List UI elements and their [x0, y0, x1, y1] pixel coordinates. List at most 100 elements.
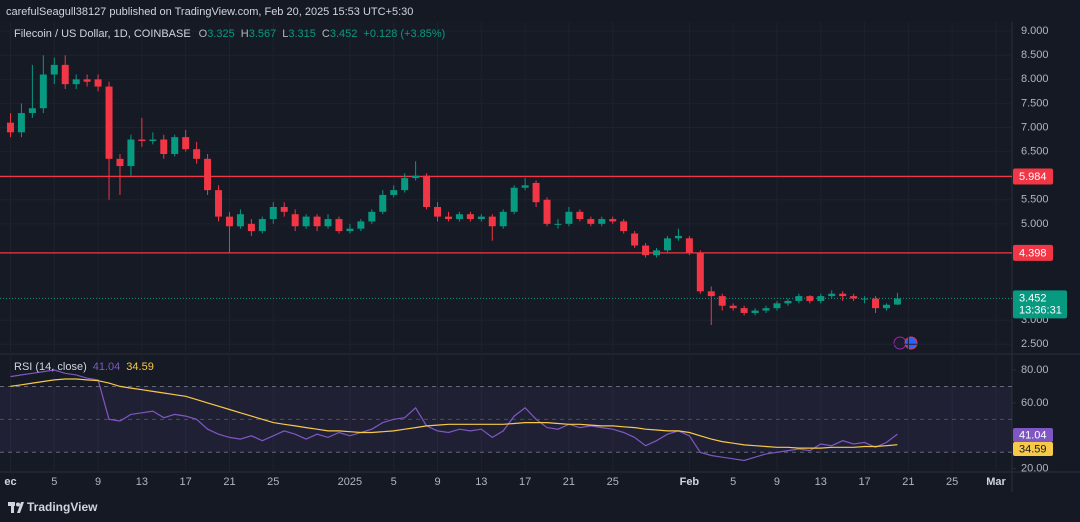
x-tick-label: 9 [434, 476, 440, 488]
rsi-legend-value: 41.04 [93, 361, 121, 373]
x-tick-label: 17 [858, 476, 870, 488]
candle-body [806, 296, 814, 301]
rsi-value-label: 34.59 [1019, 443, 1047, 455]
countdown-label: 13:36:31 [1019, 304, 1062, 316]
candle-body [225, 216, 233, 227]
x-tick-label: 25 [267, 476, 279, 488]
rsi-line [10, 378, 898, 449]
x-tick-label: 9 [95, 476, 101, 488]
candle-body [83, 79, 91, 82]
candle-body [116, 158, 124, 167]
x-tick-label: 21 [902, 476, 914, 488]
x-tick-label: 25 [607, 476, 619, 488]
level-label-box [1013, 168, 1053, 185]
candle-body [488, 216, 496, 227]
level-label-box [1013, 244, 1053, 261]
candle-body [653, 250, 661, 256]
x-tick-label: 5 [730, 476, 736, 488]
x-tick-label: 13 [136, 476, 148, 488]
attribution: carefulSeagull38127 published on Trading… [6, 6, 413, 18]
candle-body [258, 219, 266, 232]
candle-body [477, 216, 485, 220]
chart-title: Filecoin / US Dollar, 1D, COINBASE [14, 28, 191, 40]
candle-body [565, 211, 573, 224]
candle-body [390, 190, 398, 195]
rsi-value-box [1013, 442, 1053, 456]
rsi-legend: RSI (14, close) 41.04 34.59 [14, 361, 154, 373]
rsi-line [10, 369, 898, 462]
y-tick-label: 6.500 [1021, 145, 1049, 157]
footer-brand: TradingView [27, 500, 98, 514]
candle-body [401, 178, 409, 191]
candle-body [324, 219, 332, 227]
legend-value: 3.325 [207, 28, 235, 40]
candle-body [269, 206, 277, 220]
x-tick-label: 2025 [338, 476, 362, 488]
candle-body [828, 293, 836, 297]
level-label: 4.398 [1019, 247, 1047, 259]
candle-body [707, 291, 715, 297]
candle-body [335, 219, 343, 232]
candle-body [499, 211, 507, 227]
candle-body [521, 185, 529, 188]
candle-body [368, 211, 376, 222]
y-tick-label: 5.000 [1021, 218, 1049, 230]
y-tick-label: 9.000 [1021, 25, 1049, 37]
rsi-y-tick-label: 80.00 [1021, 364, 1049, 376]
candle-body [127, 139, 135, 167]
candle-body [882, 304, 890, 309]
candle-body [642, 245, 650, 256]
candle-body [444, 216, 452, 220]
rsi-value-box [1013, 428, 1053, 442]
legend-value: 3.315 [288, 28, 316, 40]
legend-key: O [199, 28, 208, 40]
legend-change: +0.128 (+3.85%) [363, 28, 445, 40]
candle-body [182, 137, 190, 150]
rsi-y-tick-label: 60.00 [1021, 397, 1049, 409]
y-tick-label: 8.000 [1021, 73, 1049, 85]
candle-body [663, 238, 671, 251]
candle-body [6, 122, 14, 133]
last-price-label: 3.452 [1019, 292, 1047, 304]
legend-value: 3.567 [249, 28, 277, 40]
candle-body [17, 113, 25, 133]
y-tick-label: 7.500 [1021, 97, 1049, 109]
x-tick-label: 9 [774, 476, 780, 488]
candle-body [215, 190, 223, 217]
level-label: 5.984 [1019, 171, 1047, 183]
candle-body [313, 216, 321, 227]
candle-body [861, 298, 869, 300]
y-tick-label: 7.000 [1021, 121, 1049, 133]
candle-body [138, 139, 146, 141]
candle-body [28, 108, 36, 114]
x-tick-label: Mar [986, 476, 1006, 488]
candle-body [795, 296, 803, 301]
candle-body [50, 64, 58, 75]
legend-value: 3.452 [330, 28, 358, 40]
candle-body [740, 308, 748, 313]
candle-body [554, 223, 562, 225]
candle-body [872, 298, 880, 309]
legend-key: C [322, 28, 330, 40]
candle-body [510, 187, 518, 212]
candle-body [631, 233, 639, 246]
candle-body [61, 64, 69, 85]
candle-body [302, 216, 310, 227]
x-tick-label: 21 [563, 476, 575, 488]
candle-body [247, 223, 255, 232]
x-tick-label: 5 [51, 476, 57, 488]
candle-body [850, 296, 858, 299]
candle-body [346, 228, 354, 232]
candle-body [149, 139, 157, 141]
candle-body [696, 252, 704, 292]
candle-body [291, 214, 299, 227]
chart-legend: Filecoin / US Dollar, 1D, COINBASE O3.325… [14, 28, 445, 40]
x-tick-label: 13 [815, 476, 827, 488]
rsi-value-label: 41.04 [1019, 429, 1047, 441]
candle-body [105, 86, 113, 159]
candle-body [412, 175, 420, 179]
plot-area [0, 22, 1012, 472]
candle-body [729, 305, 737, 309]
candle-body [171, 137, 179, 154]
